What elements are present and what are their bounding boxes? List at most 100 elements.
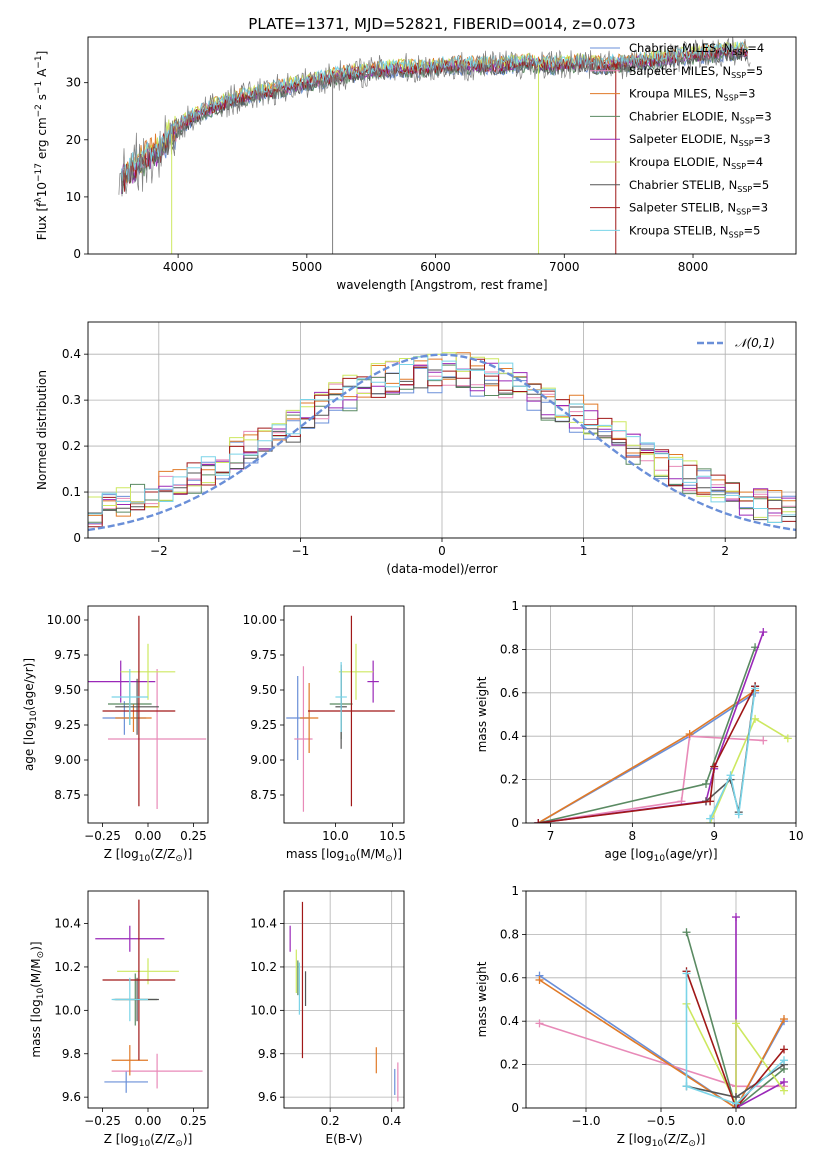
- x-tick-label: 0.2: [321, 1114, 340, 1128]
- label-part: 10: [344, 854, 356, 864]
- legend-text: Salpeter ELODIE, N: [629, 132, 739, 146]
- y-tick-label: 9.00: [250, 753, 277, 767]
- plot-area: [118, 37, 751, 254]
- weight-marker: [732, 913, 740, 922]
- y-axis-label: mass weight: [475, 676, 489, 752]
- weight-marker: [780, 1077, 788, 1086]
- label-part: (Z/Z: [150, 1132, 175, 1146]
- y-tick-label: 9.6: [62, 1090, 81, 1104]
- label-part: A: [35, 68, 49, 81]
- legend-entry: Salpeter MILES, NSSP=5: [629, 64, 763, 80]
- x-tick-label: 7: [547, 829, 555, 843]
- legend-text: Kroupa MILES, N: [629, 87, 724, 101]
- y-tick-label: 0: [73, 531, 81, 545]
- weight-series-line: [539, 1022, 784, 1088]
- y-tick-label: 9.75: [54, 648, 81, 662]
- errorbar-point: [88, 660, 156, 703]
- label-part: (age/yr)]: [665, 847, 717, 861]
- errorbar-point: [115, 678, 159, 735]
- x-tick-label: 8000: [678, 260, 709, 274]
- label-part: λ: [34, 197, 44, 203]
- y-tick-label: 9.8: [258, 1047, 277, 1061]
- x-axis-label: Z [log10(Z/Z⊙)]: [617, 1132, 706, 1149]
- legend-subscript: SSP: [724, 94, 739, 103]
- x-axis-label: wavelength [Angstrom, rest frame]: [336, 278, 547, 292]
- x-tick-label: 5000: [292, 260, 323, 274]
- y-tick-label: 9.25: [54, 718, 81, 732]
- axes-frame: [87, 36, 797, 255]
- y-tick-label: 30: [66, 76, 81, 90]
- weight-marker: [702, 779, 710, 788]
- y-tick-label: 0.2: [500, 773, 519, 787]
- errorbar-point: [308, 615, 395, 807]
- label-part: )]: [183, 1132, 192, 1146]
- x-axis-label: Z [log10(Z/Z⊙)]: [104, 1132, 193, 1149]
- weight-series-line: [537, 689, 756, 823]
- axes-frame: [283, 890, 405, 1109]
- weight-series-line: [539, 979, 785, 1108]
- plot-area: [526, 891, 796, 1108]
- label-part: age [log: [22, 722, 36, 771]
- y-tick-label: 10.4: [250, 917, 277, 931]
- weight-series-line: [709, 688, 756, 820]
- y-tick-label: 20: [66, 133, 81, 147]
- label-part: Flux [f: [35, 202, 49, 240]
- normal-curve: [88, 353, 796, 532]
- y-tick-label: 9.50: [250, 683, 277, 697]
- legend-tail: =5: [746, 64, 763, 78]
- y-tick-label: 0.4: [62, 347, 81, 361]
- x-tick-label: 0.00: [135, 1114, 162, 1128]
- legend-text: Chabrier ELODIE, N: [629, 109, 740, 123]
- label-part: (M/M: [29, 958, 43, 987]
- legend-tail: =3: [755, 109, 772, 123]
- axes-frame: [87, 890, 209, 1109]
- panel-residual_hist: −2 −1 0 1 2 0 0.1 0.2 0.3 0.4 (data-model)/error No…: [35, 321, 797, 576]
- y-tick-label: 10.00: [47, 613, 81, 627]
- legend-entry: Chabrier MILES, NSSP=4: [629, 41, 764, 57]
- label-part: 10: [139, 1139, 151, 1149]
- legend-subscript: SSP: [736, 208, 751, 217]
- x-tick-label: −0.25: [84, 829, 121, 843]
- legend-subscript: SSP: [732, 48, 747, 57]
- weight-marker: [726, 771, 735, 780]
- histogram-series: [88, 356, 796, 523]
- plot-area: [284, 891, 404, 1108]
- y-tick-label: 0.2: [62, 439, 81, 453]
- errorbar-point: [367, 660, 379, 703]
- label-part: 10: [29, 710, 39, 722]
- x-tick-label: −0.5: [646, 1114, 675, 1128]
- y-tick-label: 10.00: [243, 613, 277, 627]
- plot-area: [526, 606, 796, 823]
- y-tick-label: 10.0: [54, 1003, 81, 1017]
- y-tick-label: 0.4: [500, 729, 519, 743]
- legend-entry: Kroupa STELIB, NSSP=5: [629, 223, 760, 239]
- label-part: )]: [696, 1132, 705, 1146]
- legend-subscript: SSP: [731, 162, 746, 171]
- y-tick-label: 0.1: [62, 485, 81, 499]
- label-part: )]: [183, 847, 192, 861]
- x-tick-label: −1.0: [571, 1114, 600, 1128]
- weight-series-line: [538, 685, 756, 823]
- label-part: (Z/Z: [663, 1132, 688, 1146]
- x-tick-label: 0.4: [382, 1114, 401, 1128]
- label-part: 10: [35, 182, 49, 197]
- panel-spectrum: 4000 5000 6000 7000 8000 0 10 20 30 wavelength [A…: [34, 36, 797, 292]
- x-tick-label: −0.25: [84, 1114, 121, 1128]
- y-tick-label: 1: [511, 599, 519, 613]
- legend-text: Salpeter STELIB, N: [629, 201, 736, 215]
- label-part: Z [log: [617, 1132, 652, 1146]
- plot-area: [95, 899, 203, 1093]
- legend-tail: =5: [752, 178, 769, 192]
- label-part: mass [log: [286, 847, 344, 861]
- weight-marker: [751, 684, 760, 693]
- plot-area: [88, 322, 796, 538]
- label-part: age [log: [604, 847, 653, 861]
- legend-tail: =3: [739, 87, 756, 101]
- weight-marker: [710, 762, 719, 771]
- weight-series-line: [538, 646, 756, 823]
- panel-weight_vs_Z: −1.0 −0.5 0.0 0 0.2 0.4 0.6 0.8 1 Z [log10(Z/Z⊙)]…: [475, 884, 797, 1149]
- plot-area: [286, 615, 395, 812]
- label-part: ⊙: [385, 854, 393, 864]
- errorbar-point: [111, 669, 148, 725]
